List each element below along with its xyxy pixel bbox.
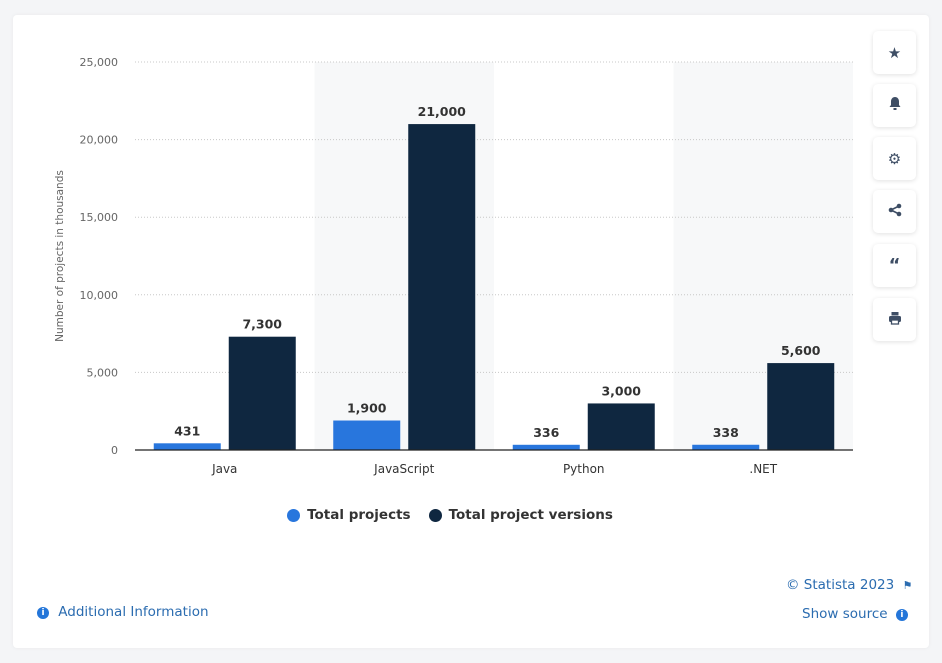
notification-button[interactable] bbox=[873, 84, 916, 127]
bar-total-project-versions bbox=[767, 363, 835, 450]
bell-icon bbox=[888, 96, 902, 115]
gear-icon: ⚙ bbox=[887, 149, 902, 168]
info-icon: i bbox=[37, 607, 49, 619]
data-label: 21,000 bbox=[418, 104, 467, 119]
y-axis-label: Number of projects in thousands bbox=[54, 170, 66, 342]
data-label: 7,300 bbox=[242, 317, 282, 332]
data-label: 431 bbox=[174, 423, 200, 438]
cite-button[interactable]: “ bbox=[873, 244, 916, 287]
data-label: 5,600 bbox=[781, 343, 821, 358]
additional-information-link[interactable]: i Additional Information bbox=[37, 604, 209, 620]
bar-total-projects bbox=[333, 420, 401, 450]
y-tick-label: 20,000 bbox=[80, 134, 119, 147]
bar-total-projects bbox=[153, 443, 221, 450]
y-tick-label: 15,000 bbox=[80, 211, 119, 224]
bar-total-projects bbox=[512, 444, 580, 450]
additional-information-label: Additional Information bbox=[58, 604, 209, 620]
info-icon: i bbox=[895, 609, 908, 621]
data-label: 3,000 bbox=[601, 383, 641, 398]
legend-item-total-projects[interactable]: Total projects bbox=[287, 507, 411, 523]
print-button[interactable] bbox=[873, 298, 916, 341]
bar-total-project-versions bbox=[587, 403, 655, 450]
x-tick-label: Java bbox=[211, 462, 237, 476]
y-tick-label: 10,000 bbox=[80, 289, 119, 302]
y-tick-label: 0 bbox=[111, 444, 118, 457]
legend: Total projects Total project versions bbox=[0, 507, 900, 523]
star-icon: ★ bbox=[887, 43, 902, 62]
x-tick-label: JavaScript bbox=[373, 462, 434, 476]
flag-icon: ⚑ bbox=[902, 579, 913, 592]
show-source-label: Show source bbox=[802, 606, 888, 622]
quote-icon: “ bbox=[888, 255, 901, 276]
share-button[interactable] bbox=[873, 190, 916, 233]
data-label: 1,900 bbox=[347, 401, 387, 416]
statista-copyright[interactable]: © Statista 2023 ⚑ bbox=[786, 577, 912, 593]
y-tick-label: 25,000 bbox=[80, 56, 119, 69]
legend-label: Total project versions bbox=[448, 507, 613, 523]
copyright-text: © Statista 2023 bbox=[786, 577, 895, 593]
share-icon bbox=[888, 203, 902, 221]
favorite-button[interactable]: ★ bbox=[873, 31, 916, 74]
bar-total-projects bbox=[692, 444, 760, 450]
x-tick-label: .NET bbox=[749, 462, 777, 476]
print-icon bbox=[888, 311, 902, 329]
legend-marker bbox=[428, 508, 442, 522]
y-tick-label: 5,000 bbox=[87, 366, 119, 379]
show-source-link[interactable]: Show source i bbox=[802, 606, 908, 622]
x-tick-label: Python bbox=[563, 462, 605, 476]
settings-button[interactable]: ⚙ bbox=[873, 137, 916, 180]
bar-total-project-versions bbox=[228, 336, 296, 450]
legend-marker bbox=[287, 508, 301, 522]
data-label: 338 bbox=[713, 425, 739, 440]
legend-item-total-project-versions[interactable]: Total project versions bbox=[428, 507, 613, 523]
data-label: 336 bbox=[533, 425, 559, 440]
bar-total-project-versions bbox=[408, 124, 476, 450]
legend-label: Total projects bbox=[307, 507, 411, 523]
